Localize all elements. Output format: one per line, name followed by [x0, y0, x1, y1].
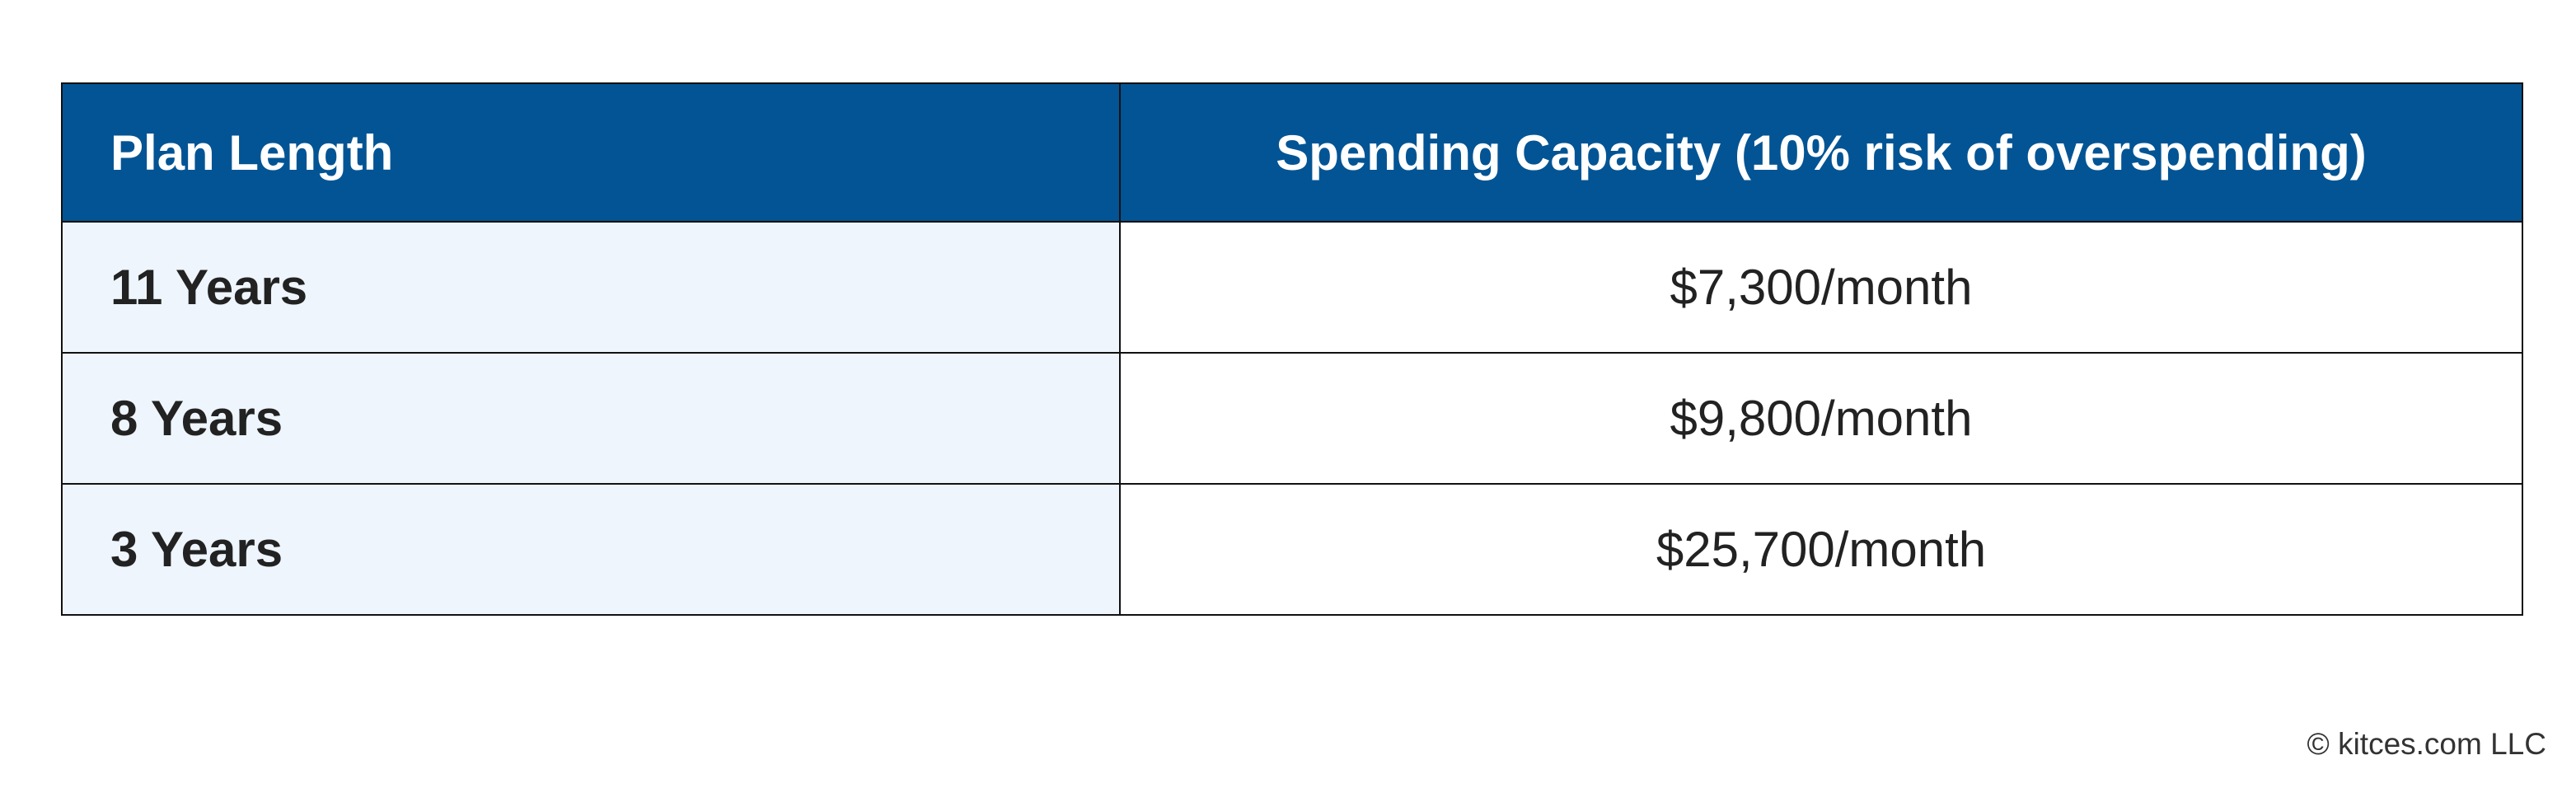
table-row: 8 Years $9,800/month	[61, 352, 2523, 485]
spending-capacity-table: Plan Length Spending Capacity (10% risk …	[61, 82, 2523, 616]
spending-capacity-cell: $9,800/month	[1119, 352, 2523, 485]
plan-length-cell: 11 Years	[61, 221, 1121, 354]
plan-length-cell: 3 Years	[61, 483, 1121, 616]
table-header-row: Plan Length Spending Capacity (10% risk …	[61, 82, 2523, 223]
copyright-notice: © kitces.com LLC	[2307, 727, 2546, 761]
table-header: Plan Length Spending Capacity (10% risk …	[61, 82, 2523, 223]
plan-length-cell: 8 Years	[61, 352, 1121, 485]
table-body: 11 Years $7,300/month 8 Years $9,800/mon…	[61, 221, 2523, 616]
header-spending-capacity: Spending Capacity (10% risk of overspend…	[1119, 82, 2523, 223]
table-row: 3 Years $25,700/month	[61, 483, 2523, 616]
spending-capacity-cell: $7,300/month	[1119, 221, 2523, 354]
header-plan-length: Plan Length	[61, 82, 1121, 223]
table-row: 11 Years $7,300/month	[61, 221, 2523, 354]
spending-capacity-cell: $25,700/month	[1119, 483, 2523, 616]
